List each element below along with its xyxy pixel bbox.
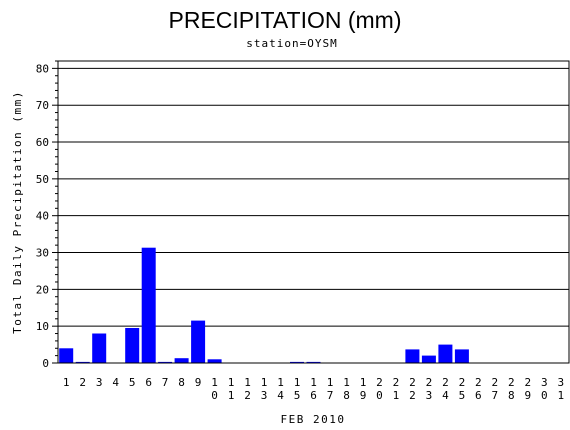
bar-day-5 [125, 328, 140, 363]
bar-day-1 [59, 348, 74, 363]
x-axis: 1 2 3 4 5 6 7 8 9 1 01 11 21 31 41 51 61 71 81 92 02 12 22 32 42… [63, 376, 564, 402]
bar-day-9 [191, 320, 206, 363]
x-tick-label: 4 [112, 376, 119, 389]
y-tick-label: 0 [42, 357, 49, 370]
y-tick-label: 40 [36, 210, 49, 223]
bar-day-10 [207, 359, 222, 363]
x-axis-label: FEB 2010 [281, 413, 346, 426]
x-tick-label: 3 [96, 376, 103, 389]
bar-day-25 [454, 349, 469, 363]
x-tick-label: 8 [178, 376, 185, 389]
bar-day-23 [421, 355, 436, 363]
y-tick-label: 20 [36, 283, 49, 296]
chart-subtitle: station=OYSM [246, 37, 337, 50]
y-axis: 0 10 20 30 40 50 60 70 80 [36, 60, 58, 370]
bar-day-2 [75, 361, 90, 363]
y-tick-label: 70 [36, 99, 49, 112]
bar-day-3 [92, 333, 107, 363]
x-tick-label: 2 [79, 376, 86, 389]
chart-title: PRECIPITATION (mm) [169, 7, 402, 33]
x-tick-label: 1 [63, 376, 70, 389]
bar-day-6 [141, 247, 156, 363]
gridlines [58, 67, 569, 327]
plot-frame [57, 60, 570, 364]
bar-day-16 [306, 361, 321, 363]
bar-day-22 [405, 349, 420, 363]
bar-day-15 [290, 361, 304, 363]
y-tick-label: 50 [36, 173, 49, 186]
bars [59, 247, 469, 363]
y-tick-label: 80 [36, 62, 49, 75]
y-tick-label: 60 [36, 136, 49, 149]
x-tick-label: 7 [162, 376, 169, 389]
y-tick-label: 30 [36, 247, 49, 260]
x-tick-label: 9 [195, 376, 202, 389]
y-axis-label: Total Daily Precipitation (mm) [11, 90, 24, 334]
y-tick-label: 10 [36, 320, 49, 333]
bar-day-24 [438, 344, 453, 363]
x-tick-label: 5 [129, 376, 136, 389]
bar-day-7 [158, 361, 173, 363]
x-tick-label: 6 [145, 376, 152, 389]
bar-day-8 [174, 358, 189, 363]
